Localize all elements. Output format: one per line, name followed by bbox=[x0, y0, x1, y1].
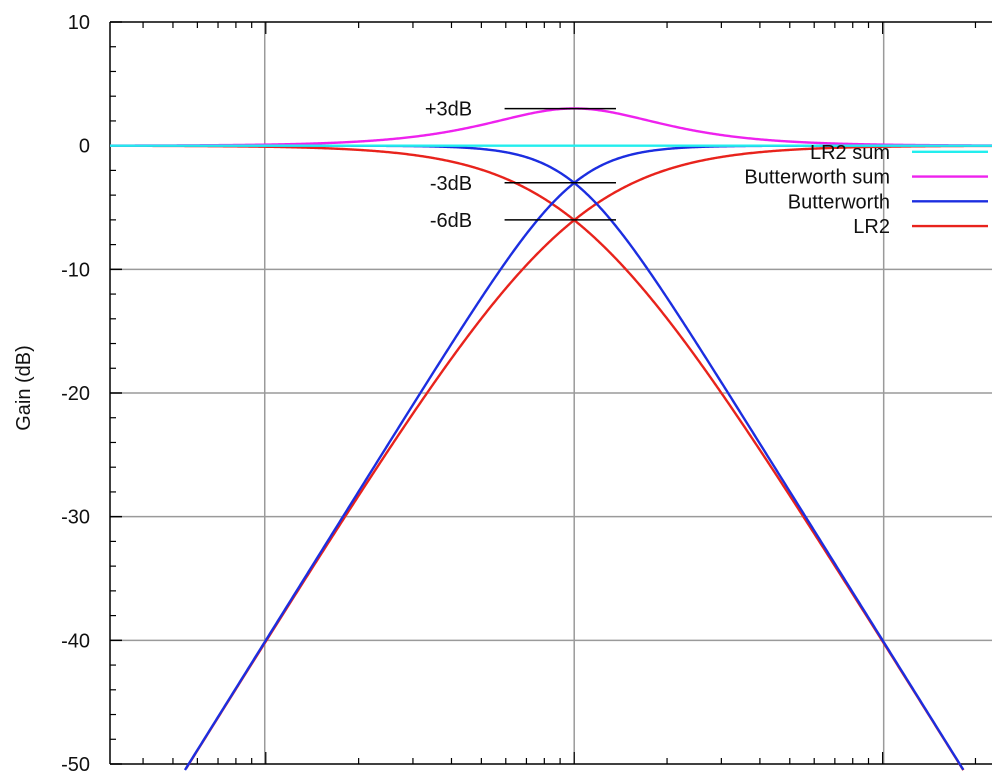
y-axis-label: Gain (dB) bbox=[13, 345, 35, 431]
annotation-label: +3dB bbox=[425, 99, 472, 121]
y-tick-label: -50 bbox=[61, 754, 90, 771]
y-tick-label: -40 bbox=[61, 630, 90, 652]
y-tick-labels: 10 0 -10 -20 -30 -40 -50 bbox=[61, 12, 90, 771]
lr2-line bbox=[185, 144, 992, 770]
butterworth-sum-line bbox=[109, 107, 992, 147]
lr2-line bbox=[109, 144, 965, 771]
y-tick-label: 0 bbox=[79, 136, 90, 158]
grid bbox=[110, 22, 992, 764]
butterworth-line bbox=[183, 144, 992, 771]
annotations: +3dB -3dB -6dB bbox=[425, 99, 616, 232]
series-lines bbox=[109, 107, 992, 771]
legend-label-lr2-sum: LR2 sum bbox=[810, 142, 890, 164]
y-tick-label: -30 bbox=[61, 507, 90, 529]
legend-label-lr2: LR2 bbox=[853, 216, 890, 238]
y-tick-label: -10 bbox=[61, 259, 90, 281]
y-tick-label: -20 bbox=[61, 383, 90, 405]
legend-label-butterworth-sum: Butterworth sum bbox=[744, 167, 890, 189]
y-tick-label: 10 bbox=[68, 12, 90, 34]
annotation-label: -6dB bbox=[430, 210, 472, 232]
annotation-label: -3dB bbox=[430, 173, 472, 195]
legend-label-butterworth: Butterworth bbox=[788, 191, 890, 213]
butterworth-line bbox=[109, 144, 965, 771]
